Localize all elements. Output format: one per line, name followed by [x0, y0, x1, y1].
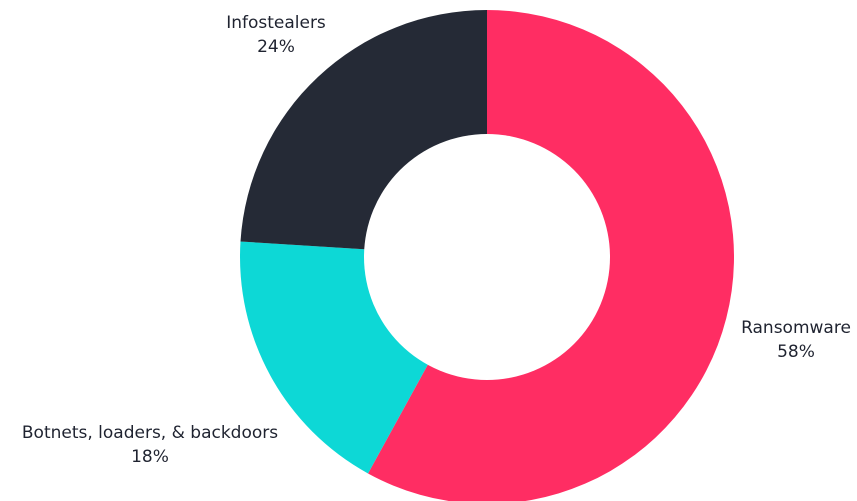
slice-label-infostealers: Infostealers [226, 13, 326, 33]
slice-label-botnets-loaders-backdoors: Botnets, loaders, & backdoors [22, 423, 278, 443]
donut-hole [364, 134, 610, 380]
slice-value-ransomware: 58% [777, 342, 815, 362]
slice-value-infostealers: 24% [257, 37, 295, 57]
slice-value-botnets-loaders-backdoors: 18% [131, 447, 169, 467]
labels-layer: Ransomware 58% Botnets, loaders, & backdoo… [22, 13, 851, 467]
slice-label-ransomware: Ransomware [741, 318, 851, 338]
